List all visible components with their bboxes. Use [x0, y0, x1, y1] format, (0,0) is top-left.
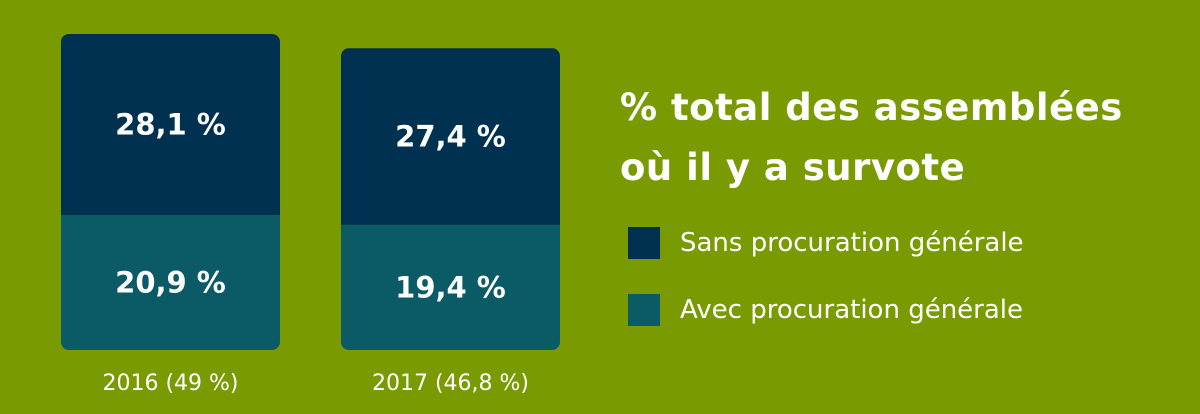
legend-label: Sans procuration générale: [680, 228, 1024, 258]
data-label: 28,1 %: [115, 108, 226, 142]
legend-swatch: [628, 294, 660, 326]
legend-item-avec-procuration: Avec procuration générale: [628, 291, 1024, 329]
chart-title-line-1: % total des assemblées: [620, 86, 1123, 129]
legend-swatch: [628, 227, 660, 259]
category-label: 2016 (49 %): [102, 371, 238, 396]
bar-stack-0: [61, 33, 280, 350]
legend-item-sans-procuration: Sans procuration générale: [628, 224, 1024, 262]
data-label: 19,4 %: [395, 270, 506, 304]
stacked-bar-chart: 20,9 % 28,1 % 2016 (49 %) 19,4 % 27,4 % 2017 …: [61, 33, 560, 396]
bar-stack-1: [341, 48, 560, 350]
legend: Sans procuration générale Avec procurati…: [628, 224, 1024, 358]
bar-segment-avec-1: [341, 224, 560, 350]
chart-title: % total des assemblées où il y a survote: [620, 78, 1180, 198]
bar-segment-avec-0: [61, 215, 280, 350]
data-label: 20,9 %: [115, 266, 226, 300]
legend-label: Avec procuration générale: [680, 295, 1024, 325]
chart-title-line-2: où il y a survote: [620, 146, 966, 189]
bar-segment-sans-1: [341, 48, 560, 225]
bar-segment-sans-0: [61, 33, 280, 216]
category-label: 2017 (46,8 %): [372, 371, 529, 396]
data-label: 27,4 %: [395, 120, 506, 154]
